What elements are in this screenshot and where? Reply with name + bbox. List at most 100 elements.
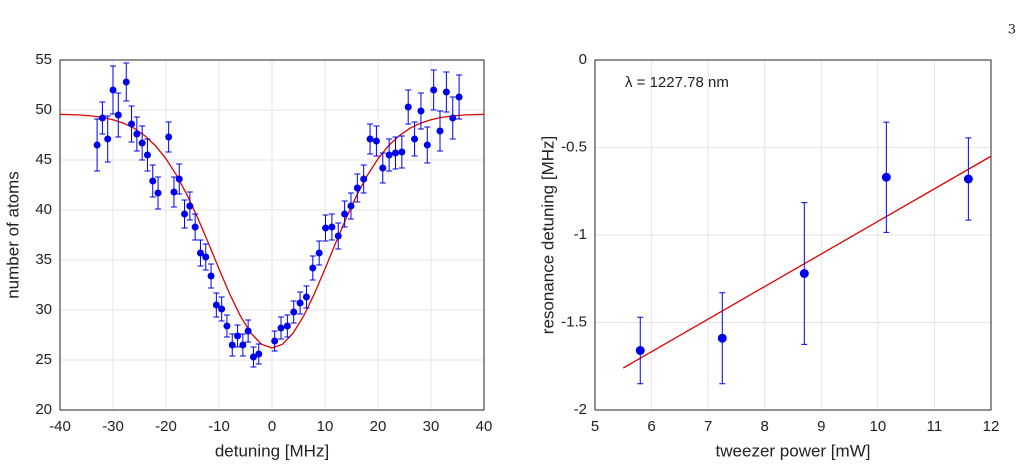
data-point	[353, 184, 361, 192]
data-point	[98, 114, 106, 122]
data-point	[114, 111, 122, 119]
data-point	[228, 341, 236, 349]
data-point	[109, 86, 117, 94]
x-tick-label: 6	[647, 418, 655, 435]
data-point	[360, 175, 368, 183]
data-point	[430, 86, 438, 94]
data-point	[277, 324, 285, 332]
data-point	[212, 301, 220, 309]
data-point	[302, 293, 310, 301]
x-tick-label: -20	[155, 418, 177, 435]
plot-frame	[594, 59, 992, 411]
data-point	[181, 210, 189, 218]
x-tick-label: -10	[208, 418, 230, 435]
y-tick-label: -2	[574, 401, 587, 418]
data-point	[442, 88, 450, 96]
data-point	[881, 172, 891, 182]
data-point	[963, 174, 973, 184]
data-point	[244, 327, 252, 335]
data-point	[207, 272, 215, 280]
y-tick-label: -0.5	[561, 138, 587, 155]
y-tick-label: 55	[35, 51, 52, 68]
y-tick-label: 20	[35, 401, 52, 418]
data-point	[93, 141, 101, 149]
data-point	[143, 151, 151, 159]
page-number: 3	[1008, 23, 1016, 38]
data-point	[398, 148, 406, 156]
data-point	[635, 346, 645, 355]
data-point	[347, 202, 355, 210]
data-point	[223, 322, 231, 330]
data-point	[391, 149, 399, 157]
data-point	[255, 350, 263, 358]
x-tick-label: 8	[761, 418, 769, 435]
y-axis-label: resonance detuning [MHz]	[538, 136, 557, 334]
y-tick-label: 25	[35, 351, 52, 368]
data-point	[249, 353, 257, 361]
x-tick-label: 12	[983, 418, 1000, 435]
data-point	[309, 264, 317, 272]
data-point	[372, 137, 380, 145]
data-point	[165, 133, 173, 141]
data-point	[334, 232, 342, 240]
data-point	[296, 299, 304, 307]
data-point	[417, 107, 425, 115]
data-point	[234, 332, 242, 340]
data-point	[122, 78, 130, 86]
y-tick-label: 40	[35, 201, 52, 218]
data-point	[138, 139, 146, 147]
data-point	[271, 337, 279, 345]
data-point	[423, 141, 431, 149]
x-tick-label: 40	[476, 418, 493, 435]
data-point	[149, 177, 157, 185]
data-point	[385, 151, 393, 159]
x-axis-label: detuning [MHz]	[215, 441, 329, 460]
y-axis-label: number of atoms	[3, 171, 22, 299]
annotation: λ = 1227.78 nm	[625, 74, 729, 91]
data-point	[202, 253, 210, 261]
x-tick-label: 7	[704, 418, 712, 435]
data-point	[717, 333, 727, 343]
x-tick-label: -30	[102, 418, 124, 435]
data-point	[455, 93, 463, 101]
y-tick-label: -1	[574, 226, 587, 243]
data-point	[379, 164, 387, 172]
data-point	[191, 223, 199, 231]
x-tick-label: 5	[591, 418, 599, 435]
data-point	[196, 249, 204, 257]
y-tick-label: 45	[35, 151, 52, 168]
data-point	[170, 188, 178, 196]
data-point	[315, 249, 323, 257]
x-tick-label: 9	[817, 418, 825, 435]
x-tick-label: -40	[49, 418, 71, 435]
y-tick-label: 35	[35, 251, 52, 268]
x-tick-label: 20	[370, 418, 387, 435]
data-point	[404, 103, 412, 111]
data-point	[366, 135, 374, 143]
y-tick-label: 0	[579, 51, 587, 68]
x-tick-label: 0	[268, 418, 276, 435]
x-tick-label: 10	[317, 418, 334, 435]
data-point	[341, 210, 349, 218]
plot-frame	[59, 59, 485, 411]
data-point	[290, 308, 298, 316]
data-point	[322, 224, 330, 232]
x-tick-label: 30	[423, 418, 440, 435]
data-point	[104, 135, 112, 143]
data-point	[449, 114, 457, 122]
data-point	[239, 341, 247, 349]
data-point	[283, 322, 291, 330]
data-point	[128, 120, 136, 128]
x-tick-label: 11	[927, 418, 943, 435]
data-point	[436, 127, 444, 135]
data-point	[218, 305, 226, 313]
fit-line	[622, 155, 992, 369]
data-point	[154, 189, 162, 197]
data-point	[328, 223, 336, 231]
x-axis-label: tweezer power [mW]	[716, 441, 871, 460]
y-tick-label: 50	[35, 101, 52, 118]
x-tick-label: 10	[870, 418, 887, 435]
data-point	[186, 202, 194, 210]
data-point	[133, 130, 141, 138]
